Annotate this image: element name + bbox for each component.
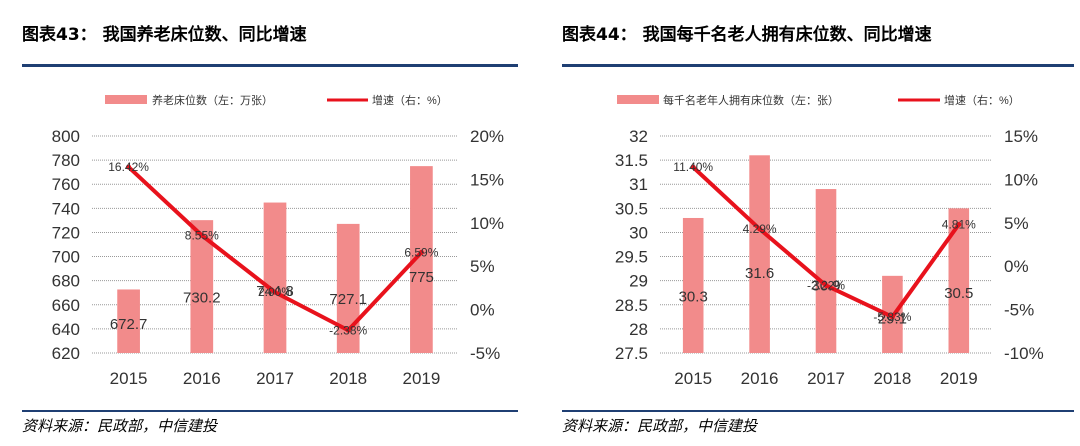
bar-data-label: 30.3 — [679, 289, 708, 306]
growth-point — [199, 232, 205, 238]
right-axis-tick-label: 15% — [1004, 127, 1038, 146]
figure-44-bottom-rule — [562, 410, 1074, 412]
bar-data-label: 31.6 — [745, 265, 774, 282]
right-axis-tick-label: 5% — [470, 257, 495, 276]
growth-point — [823, 282, 829, 288]
legend-bar-swatch — [105, 95, 147, 104]
left-axis-tick-label: 28 — [629, 320, 648, 339]
right-axis-tick-label: 5% — [1004, 214, 1029, 233]
line-data-label: 4.29% — [743, 222, 777, 236]
figure-43-source: 资料来源：民政部，中信建投 — [22, 417, 218, 435]
left-axis-tick-label: 740 — [52, 199, 80, 218]
growth-point — [956, 221, 962, 227]
left-axis-tick-label: 28.5 — [615, 296, 648, 315]
bar-data-label: 30.5 — [944, 285, 973, 302]
bar — [815, 189, 837, 353]
figure-43: 图表43： 我国养老床位数、同比增速 养老床位数（左：万张） 增速（右：%） 620… — [22, 25, 518, 435]
bar — [190, 220, 214, 353]
growth-point — [889, 314, 895, 320]
x-axis-tick-label: 2018 — [873, 369, 911, 388]
x-axis-tick-label: 2015 — [110, 369, 148, 388]
left-axis-tick-label: 660 — [52, 296, 80, 315]
bar-data-label: 775 — [409, 269, 434, 286]
left-axis-tick-label: 680 — [52, 272, 80, 291]
x-axis-tick-label: 2016 — [183, 369, 221, 388]
left-axis-tick-label: 780 — [52, 151, 80, 170]
bar — [948, 208, 970, 353]
bar — [682, 217, 704, 353]
right-axis-tick-label: -5% — [1004, 301, 1034, 320]
figure-44-chart: 每千名老年人拥有床位数（左：张） 增速（右：%） 27.5 28 28.5 29 29.5 3… — [615, 93, 1044, 388]
growth-point — [690, 164, 696, 170]
left-axis-tick-label: 30 — [629, 223, 648, 242]
left-axis-tick-label: 700 — [52, 248, 80, 267]
line-data-label: -2.22% — [807, 278, 845, 292]
x-axis-tick-label: 2019 — [940, 369, 978, 388]
figure-43-title: 图表43： 我国养老床位数、同比增速 — [22, 25, 307, 45]
x-axis-tick-label: 2018 — [329, 369, 367, 388]
x-axis-tick-label: 2017 — [256, 369, 294, 388]
right-axis-tick-label: -10% — [1004, 344, 1044, 363]
bar — [263, 202, 287, 353]
left-axis-tick-label: 31.5 — [615, 151, 648, 170]
legend-bar-label: 每千名老年人拥有床位数（左：张） — [663, 93, 839, 107]
growth-point — [126, 164, 132, 170]
left-axis-tick-label: 27.5 — [615, 344, 648, 363]
figure-44-source: 资料来源：民政部，中信建投 — [562, 417, 758, 435]
left-axis-tick-label: 31 — [629, 175, 648, 194]
figure-43-bottom-rule — [22, 410, 518, 412]
line-data-label: 8.55% — [185, 228, 219, 242]
left-axis-tick-label: 720 — [52, 223, 80, 242]
right-axis-tick-label: -5% — [470, 344, 500, 363]
x-axis-tick-label: 2015 — [674, 369, 712, 388]
x-axis-tick-label: 2017 — [807, 369, 845, 388]
left-axis-tick-label: 640 — [52, 320, 80, 339]
line-data-label: 6.59% — [404, 245, 438, 259]
left-axis-tick-label: 32 — [629, 127, 648, 146]
growth-point — [418, 249, 424, 255]
x-axis-tick-label: 2019 — [402, 369, 440, 388]
bar-data-label: 672.7 — [110, 316, 148, 333]
bar-data-label: 727.1 — [329, 291, 367, 308]
right-axis-tick-label: 0% — [1004, 257, 1029, 276]
bar — [749, 155, 770, 353]
right-axis-tick-label: 0% — [470, 301, 495, 320]
right-axis-tick-label: 10% — [1004, 170, 1038, 189]
right-axis-tick-label: 10% — [470, 214, 504, 233]
line-data-label: -5.83% — [873, 310, 911, 324]
growth-point — [272, 289, 278, 295]
growth-point — [757, 226, 763, 232]
figure-43-top-rule — [22, 64, 518, 67]
line-data-label: -2.38% — [329, 323, 367, 337]
left-axis-tick-label: 29.5 — [615, 248, 648, 267]
figure-43-chart: 养老床位数（左：万张） 增速（右：%） 620 640 660 680 700 720 740 7… — [52, 93, 504, 388]
figure-44: 图表44： 我国每千名老人拥有床位数、同比增速 每千名老年人拥有床位数（左：张）… — [562, 0, 1080, 446]
growth-point — [345, 327, 351, 333]
legend-bar-label: 养老床位数（左：万张） — [152, 93, 273, 107]
figure-44-title: 图表44： 我国每千名老人拥有床位数、同比增速 — [562, 25, 932, 45]
legend-line-label: 增速（右：%） — [372, 93, 448, 107]
line-data-label: 4.81% — [942, 217, 976, 231]
legend-line-label: 增速（右：%） — [944, 93, 1020, 107]
bar — [336, 223, 360, 353]
left-axis-tick-label: 620 — [52, 344, 80, 363]
right-axis-tick-label: 20% — [470, 127, 504, 146]
left-axis-tick-label: 760 — [52, 175, 80, 194]
line-data-label: 2.00% — [258, 285, 292, 299]
left-axis-tick-label: 30.5 — [615, 199, 648, 218]
bar-data-label: 730.2 — [183, 290, 221, 307]
line-data-label: 11.40% — [673, 160, 713, 174]
left-axis-tick-label: 29 — [629, 272, 648, 291]
bar — [117, 289, 140, 353]
x-axis-tick-label: 2016 — [741, 369, 779, 388]
bar — [410, 166, 433, 353]
line-data-label: 16.42% — [108, 160, 149, 174]
legend-bar-swatch — [617, 95, 659, 104]
left-axis-tick-label: 800 — [52, 127, 80, 146]
right-axis-tick-label: 15% — [470, 170, 504, 189]
figure-44-top-rule — [562, 64, 1074, 67]
